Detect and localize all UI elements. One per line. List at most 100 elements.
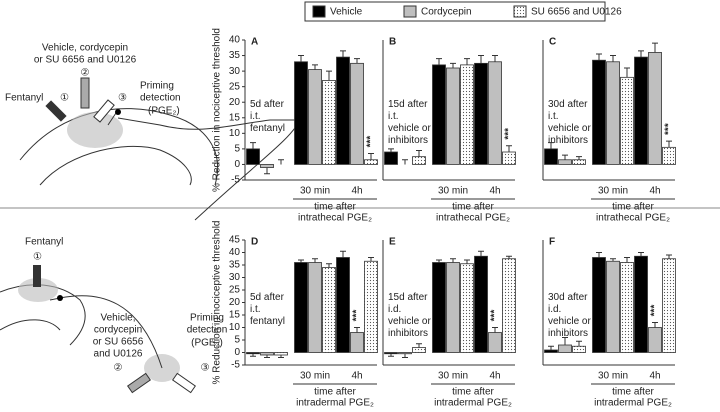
bar [308,262,322,353]
bar [364,159,378,165]
error-bar [666,140,672,148]
error-bar [506,145,512,152]
error-bar [402,159,408,165]
x-tick-label: 4h [489,186,500,197]
panel-note: 15d after [388,99,428,110]
bar [592,257,606,353]
x-axis-label: time after [314,387,356,398]
syringe-3 [93,99,115,123]
y-tick-label: 25 [229,285,241,296]
error-bar [326,70,332,81]
x-tick-label: 30 min [598,186,628,197]
diagram-label: Priming [190,313,224,324]
y-axis-label: % Reduction in nociceptive threshold [212,221,223,385]
error-bar [312,64,318,70]
error-bar [354,327,360,333]
bar [432,64,446,165]
error-bar [312,258,318,263]
bar [260,352,274,356]
bar [260,164,274,168]
y-tick-label: -5 [231,175,240,186]
error-bar [250,353,256,357]
syringe-2 [126,372,152,394]
significance: *** [352,310,363,322]
error-bar [562,154,568,160]
error-bar [368,257,374,262]
error-bar [666,254,672,259]
error-bar [506,255,512,259]
panel-note: inhibitors [388,328,428,339]
bar [446,262,460,353]
bar [606,260,620,353]
error-bar [562,337,568,345]
y-tick-label: -5 [231,360,240,371]
diagram-label: Fentanyl [5,93,43,104]
significance: *** [490,310,501,322]
error-bar [492,55,498,62]
panel-note: fentanyl [250,316,285,327]
bar [384,151,398,165]
bar [364,260,378,353]
bar [412,347,426,353]
legend [304,1,606,22]
legend-label: SU 6656 and U0126 [531,7,622,18]
bar [544,148,558,165]
error-bar [610,258,616,262]
bar [620,262,634,353]
y-tick-label: 0 [234,347,240,358]
diagram-bottom: Fentanyl ① Vehicle, cordycepin or SU 665… [0,237,227,394]
x-tick-label: 30 min [438,371,468,382]
bar [634,255,648,353]
y-axis-label: % Reduction in nociceptive threshold [212,28,223,192]
bar [274,352,288,356]
legend-label: Vehicle [330,7,363,18]
x-tick-label: 30 min [438,186,468,197]
x-tick-label: 4h [649,371,660,382]
bar [488,332,502,353]
panel-note: i.t. [388,111,399,122]
significance: *** [366,136,377,148]
panel-note: i.d. [388,304,401,315]
node [115,109,121,115]
error-bar [624,257,630,263]
syringe-1 [45,100,67,122]
panel-note: 30d after [548,292,588,303]
bar [398,352,412,355]
bar [634,56,648,165]
diagram-label: ③ [118,93,127,104]
bar [662,146,676,165]
halo [67,112,123,148]
diagram-label: Priming [140,81,174,92]
panel-label: B [389,37,396,48]
error-bar [450,258,456,263]
panel-label: A [251,37,258,48]
error-bar [436,58,442,65]
x-tick-label: 4h [489,371,500,382]
x-axis-label: time after [612,202,654,213]
bar [294,61,308,165]
panel-note: i.t. [548,111,559,122]
panel-label: F [549,237,555,248]
error-bar [298,259,304,263]
bar [488,61,502,165]
diagram-label: detection [140,93,181,104]
panel-note: 15d after [388,292,428,303]
y-tick-label: 5 [234,144,240,155]
bar [572,345,586,353]
x-tick-label: 30 min [300,186,330,197]
x-tick-label: 4h [351,371,362,382]
bar [446,67,460,165]
y-tick-label: 30 [229,272,241,283]
error-bar [548,345,554,350]
significance: *** [504,128,515,140]
x-axis-label: time after [452,387,494,398]
x-axis-label: time after [452,202,494,213]
x-axis-label: intradermal PGE₂ [594,398,672,409]
legend-label: Cordycepin [421,7,472,18]
x-tick-label: 4h [351,186,362,197]
error-bar [340,250,346,258]
panel-note: vehicle or [548,123,591,134]
bar [322,80,336,165]
bar [572,159,586,165]
significance: *** [650,305,661,317]
